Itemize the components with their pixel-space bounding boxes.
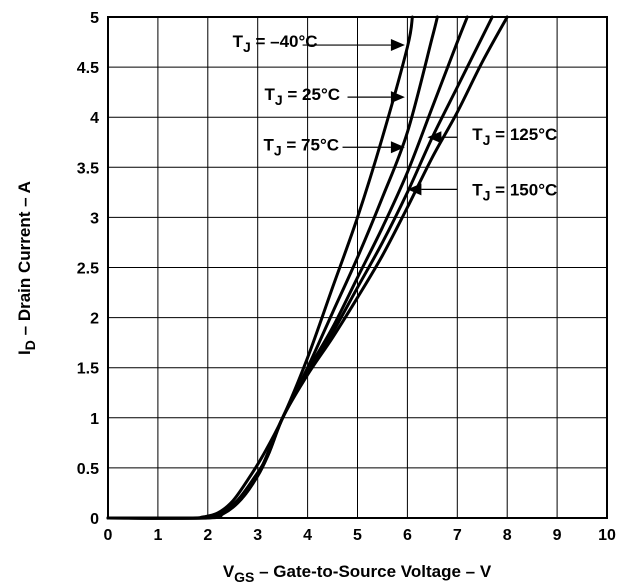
x-tick-label: 5 [353, 527, 362, 544]
x-tick-label: 9 [553, 527, 562, 544]
x-tick-label: 8 [503, 527, 512, 544]
y-tick-label: 4 [90, 110, 99, 127]
grid [107, 16, 608, 519]
series-label-1: TJ = 25°C [264, 85, 340, 108]
y-tick-label: 0.5 [77, 461, 99, 478]
arrow-head-4 [407, 183, 422, 196]
series-label-0: TJ = –40°C [233, 32, 318, 55]
y-tick-label: 4.5 [77, 60, 99, 77]
arrow-head-1 [390, 91, 405, 104]
x-tick-label: 6 [403, 527, 412, 544]
annotations: TJ = –40°C TJ = 25°C TJ = 75°C TJ = 125°C TJ… [233, 32, 558, 203]
y-tick-label: 0 [90, 511, 99, 528]
plot-frame [107, 16, 608, 519]
arrow-head-2 [390, 141, 405, 154]
series-label-4: TJ = 150°C [472, 180, 557, 203]
y-tick-label: 5 [90, 10, 99, 27]
y-tick-label: 2 [90, 311, 99, 328]
series-label-3: TJ = 125°C [472, 125, 557, 148]
arrow-head-3 [427, 131, 442, 144]
arrow-head-0 [390, 39, 405, 52]
series-line-4 [106, 15, 509, 520]
x-tick-label: 2 [203, 527, 212, 544]
x-tick-label: 7 [453, 527, 462, 544]
y-tick-label: 3.5 [77, 160, 99, 177]
x-tick-label: 0 [104, 527, 113, 544]
x-tick-label: 10 [598, 527, 616, 544]
y-tick-label: 1 [90, 411, 99, 428]
tick-labels: 0 1 2 3 4 5 6 7 8 9 10 0 0.5 1 1.5 2 2.5 3 3.5 4 4.5 5 [77, 10, 616, 544]
x-axis-label: VGS – Gate-to-Source Voltage – V [223, 562, 492, 585]
y-tick-label: 2.5 [77, 261, 99, 278]
x-tick-label: 3 [253, 527, 262, 544]
x-tick-label: 4 [303, 527, 312, 544]
y-tick-label: 1.5 [77, 361, 99, 378]
x-tick-label: 1 [153, 527, 162, 544]
y-tick-label: 3 [90, 210, 99, 227]
curves [106, 15, 509, 520]
y-axis-label: ID – Drain Current – A [15, 181, 38, 355]
series-label-2: TJ = 75°C [263, 135, 339, 158]
